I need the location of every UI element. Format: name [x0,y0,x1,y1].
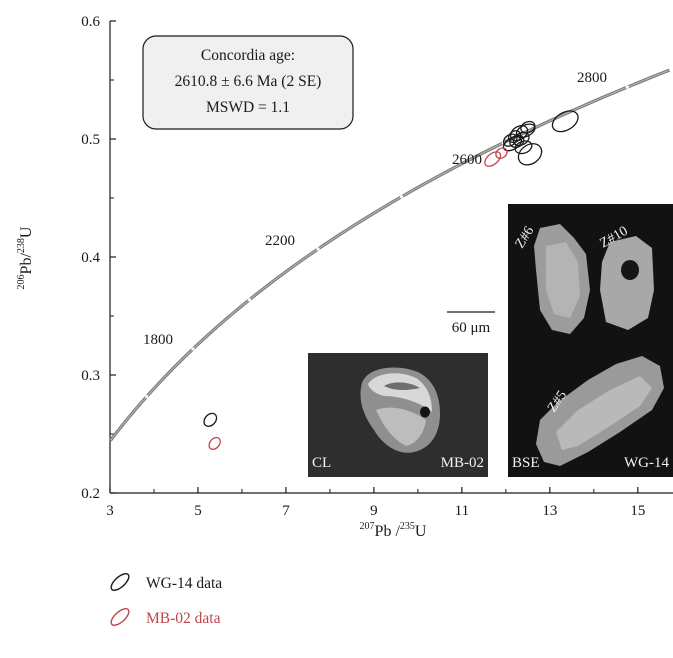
legend-label-mb02: MB-02 data [146,610,221,627]
age-marker [316,247,320,251]
cl-zircon-zoning-1 [368,373,432,412]
x-tick-label: 13 [542,503,557,519]
bse-label: BSE [512,455,540,471]
cl-label: CL [312,455,331,471]
age-label-2200: 2200 [265,233,295,249]
wg14-ellipse [551,110,579,133]
x-tick-label: 3 [106,503,114,519]
box-line-2: 2610.8 ± 6.6 Ma (2 SE) [175,73,322,90]
x-tick-label: 5 [194,503,202,519]
y-axis-title: 206Pb/238U [16,226,35,289]
box-line-1: Concordia age: [201,47,295,64]
y-tick-label: 0.2 [81,486,100,502]
cl-sample-label: MB-02 [441,455,484,471]
age-marker [145,394,149,399]
box-line-3: MSWD = 1.1 [206,99,290,116]
mb02-ellipse [484,151,502,167]
mb02-ellipse [495,147,508,159]
legend-swatch-wg14 [110,573,130,591]
bse-grain-z5-zone [556,376,652,450]
wg14-ellipse [509,134,525,148]
cl-zircon-zoning-2 [376,407,426,446]
wg14-ellipse [203,412,218,427]
y-ticks: 0.2 0.3 0.4 0.5 0.6 [81,14,116,502]
legend-label-wg14: WG-14 data [146,575,222,592]
data-ellipses [203,110,579,450]
x-ticks: 3 5 7 9 11 13 15 [106,487,645,519]
cl-inset: CL MB-02 [308,353,488,477]
age-label-2800: 2800 [577,70,607,86]
concordia-age-box: Concordia age: 2610.8 ± 6.6 Ma (2 SE) MS… [142,35,354,130]
age-label-1800: 1800 [143,332,173,348]
bse-inset: Z#6 Z#10 Z#5 BSE WG-14 [508,204,673,477]
x-tick-label: 15 [630,503,645,519]
wg14-ellipse [502,133,518,147]
wg14-ellipse [517,143,543,166]
legend: WG-14 data MB-02 data [110,573,222,627]
x-axis-title: 207Pb /235U [360,521,427,540]
scale-bar-label: 60 μm [452,320,491,336]
x-tick-label: 11 [455,503,469,519]
legend-swatch-mb02 [110,608,130,626]
age-marker [191,347,195,351]
bse-grain-z6-zone [546,242,580,318]
bse-grain-z10-hole [621,260,639,280]
age-marker [247,298,251,302]
y-tick-label: 0.6 [81,14,100,30]
cl-zircon-zoning-3 [384,382,420,390]
y-tick-label: 0.5 [81,132,100,148]
x-tick-label: 7 [282,503,290,519]
age-label-2600: 2600 [452,152,482,168]
y-tick-label: 0.3 [81,368,100,384]
wg14-ellipse [520,120,536,134]
scale-bar: 60 μm [447,311,495,336]
mb02-ellipse [208,436,221,450]
bse-grain-z10 [600,236,654,330]
cl-spot [420,406,430,418]
age-marker [399,195,404,199]
bse-sample-label: WG-14 [624,455,669,471]
wg14-ellipse [507,130,522,144]
concordia-age-ticks [145,85,629,399]
x-tick-label: 9 [370,503,378,519]
age-marker [625,85,629,89]
y-tick-label: 0.4 [81,250,100,266]
